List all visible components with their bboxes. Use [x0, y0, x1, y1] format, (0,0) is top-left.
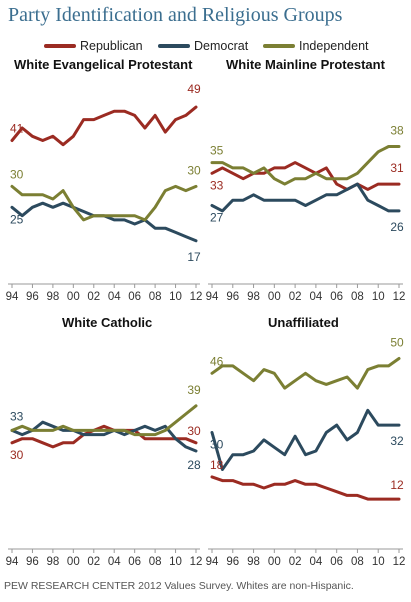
x-tick-label: 00 — [67, 556, 80, 568]
x-tick-label: 10 — [169, 291, 182, 303]
x-tick-label: 02 — [87, 556, 100, 568]
x-tick-label: 96 — [26, 291, 39, 303]
legend-label-independent: Independent — [299, 39, 369, 53]
series-line-independent-catholic — [10, 404, 198, 437]
x-tick-label: 00 — [67, 291, 80, 303]
panel-title-unaffiliated: Unaffiliated — [268, 315, 339, 330]
start-label-republican: 30 — [10, 448, 24, 462]
start-label-democrat: 25 — [10, 212, 24, 226]
x-tick-label: 06 — [330, 291, 343, 303]
legend-swatch-independent — [263, 44, 295, 48]
series-line-republican-catholic — [10, 424, 198, 449]
legend-swatch-democrat — [158, 44, 190, 48]
x-tick-label: 00 — [268, 556, 281, 568]
x-tick-label: 02 — [289, 291, 302, 303]
end-label-republican: 49 — [187, 82, 201, 96]
series-line-independent-mainline — [210, 145, 401, 186]
x-tick-label: 98 — [247, 291, 260, 303]
x-tick-label: 10 — [372, 291, 385, 303]
x-tick-label: 98 — [46, 291, 59, 303]
end-label-democrat: 26 — [390, 220, 404, 234]
start-label-republican: 33 — [210, 178, 224, 192]
start-label-independent: 30 — [10, 167, 24, 181]
end-label-independent: 50 — [390, 336, 404, 350]
x-tick-label: 04 — [108, 556, 121, 568]
x-tick-label: 02 — [289, 556, 302, 568]
x-tick-label: 12 — [393, 291, 406, 303]
end-label-independent: 30 — [187, 163, 201, 177]
series-line-democrat-evangelical — [10, 201, 198, 243]
series-line-democrat-catholic — [10, 420, 198, 453]
start-label-independent: 46 — [210, 354, 224, 368]
x-tick-label: 12 — [190, 291, 203, 303]
x-tick-label: 96 — [226, 291, 239, 303]
x-tick-label: 94 — [6, 291, 19, 303]
series-line-independent-evangelical — [10, 184, 198, 222]
x-tick-label: 06 — [330, 556, 343, 568]
chart-title: Party Identification and Religious Group… — [8, 4, 343, 26]
end-label-democrat: 17 — [187, 250, 201, 264]
series-line-independent-unaffiliated — [210, 357, 401, 390]
panel-title-evangelical: White Evangelical Protestant — [14, 57, 193, 72]
x-tick-label: 04 — [309, 556, 322, 568]
end-label-republican: 12 — [390, 478, 404, 492]
series-line-democrat-unaffiliated — [210, 408, 401, 471]
series-line-republican-unaffiliated — [210, 475, 401, 501]
x-tick-label: 96 — [26, 556, 39, 568]
start-label-democrat: 27 — [210, 211, 224, 225]
x-tick-label: 12 — [393, 556, 406, 568]
x-tick-label: 08 — [351, 291, 364, 303]
legend-label-republican: Republican — [80, 39, 143, 53]
start-label-republican: 41 — [10, 121, 24, 135]
x-tick-label: 06 — [128, 291, 141, 303]
x-tick-label: 10 — [169, 556, 182, 568]
legend-swatch-republican — [44, 44, 76, 48]
end-label-republican: 31 — [390, 161, 404, 175]
x-tick-label: 08 — [149, 291, 162, 303]
series-line-democrat-mainline — [210, 182, 401, 213]
end-label-democrat: 32 — [390, 434, 404, 448]
x-tick-label: 94 — [206, 556, 219, 568]
x-tick-label: 94 — [6, 556, 19, 568]
start-label-independent: 35 — [210, 144, 224, 158]
x-tick-label: 08 — [149, 556, 162, 568]
x-tick-label: 10 — [372, 556, 385, 568]
start-label-democrat: 33 — [10, 409, 24, 423]
x-tick-label: 98 — [247, 556, 260, 568]
end-label-independent: 39 — [187, 383, 201, 397]
start-label-democrat: 30 — [210, 438, 224, 452]
end-label-republican: 30 — [187, 424, 201, 438]
panel-title-mainline: White Mainline Protestant — [226, 57, 385, 72]
end-label-independent: 38 — [390, 123, 404, 137]
series-line-republican-mainline — [210, 161, 401, 191]
x-tick-label: 96 — [226, 556, 239, 568]
x-tick-label: 06 — [128, 556, 141, 568]
x-tick-label: 00 — [268, 291, 281, 303]
legend-label-democrat: Democrat — [194, 39, 249, 53]
series-line-republican-evangelical — [10, 105, 198, 147]
start-label-republican: 18 — [210, 458, 224, 472]
x-tick-label: 08 — [351, 556, 364, 568]
source-footer: PEW RESEARCH CENTER 2012 Values Survey. … — [4, 580, 354, 592]
x-tick-label: 02 — [87, 291, 100, 303]
x-tick-label: 04 — [108, 291, 121, 303]
end-label-democrat: 28 — [187, 458, 201, 472]
x-tick-label: 04 — [309, 291, 322, 303]
panel-title-catholic: White Catholic — [62, 315, 153, 330]
x-tick-label: 98 — [46, 556, 59, 568]
x-tick-label: 94 — [206, 291, 219, 303]
x-tick-label: 12 — [190, 556, 203, 568]
